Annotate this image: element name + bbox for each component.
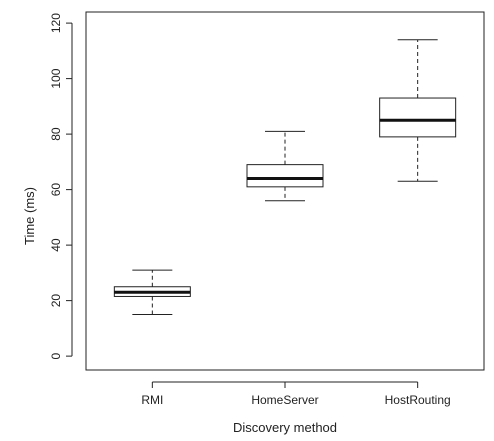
x-tick-label: HomeServer: [251, 393, 318, 407]
y-tick-label: 120: [49, 13, 63, 33]
y-tick-label: 40: [49, 238, 63, 252]
box-group: [246, 130, 324, 202]
y-axis: 0 20 40 60 80 100 120: [49, 13, 73, 359]
y-tick-label: 100: [49, 68, 63, 88]
y-axis-label: Time (ms): [22, 187, 37, 245]
iqr-box: [379, 97, 457, 138]
x-axis: RMI HomeServer HostRouting: [141, 381, 451, 407]
y-tick-label: 80: [49, 127, 63, 141]
plot-frame: [85, 11, 485, 371]
boxes-layer: [113, 39, 457, 315]
x-tick-label: RMI: [141, 393, 163, 407]
y-tick-label: 0: [49, 352, 63, 359]
x-axis-label: Discovery method: [233, 420, 337, 435]
iqr-box: [246, 164, 324, 188]
box-group: [113, 269, 191, 315]
x-tick-label: HostRouting: [385, 393, 451, 407]
box-group: [379, 39, 457, 182]
y-tick-label: 20: [49, 294, 63, 308]
y-tick-label: 60: [49, 183, 63, 197]
